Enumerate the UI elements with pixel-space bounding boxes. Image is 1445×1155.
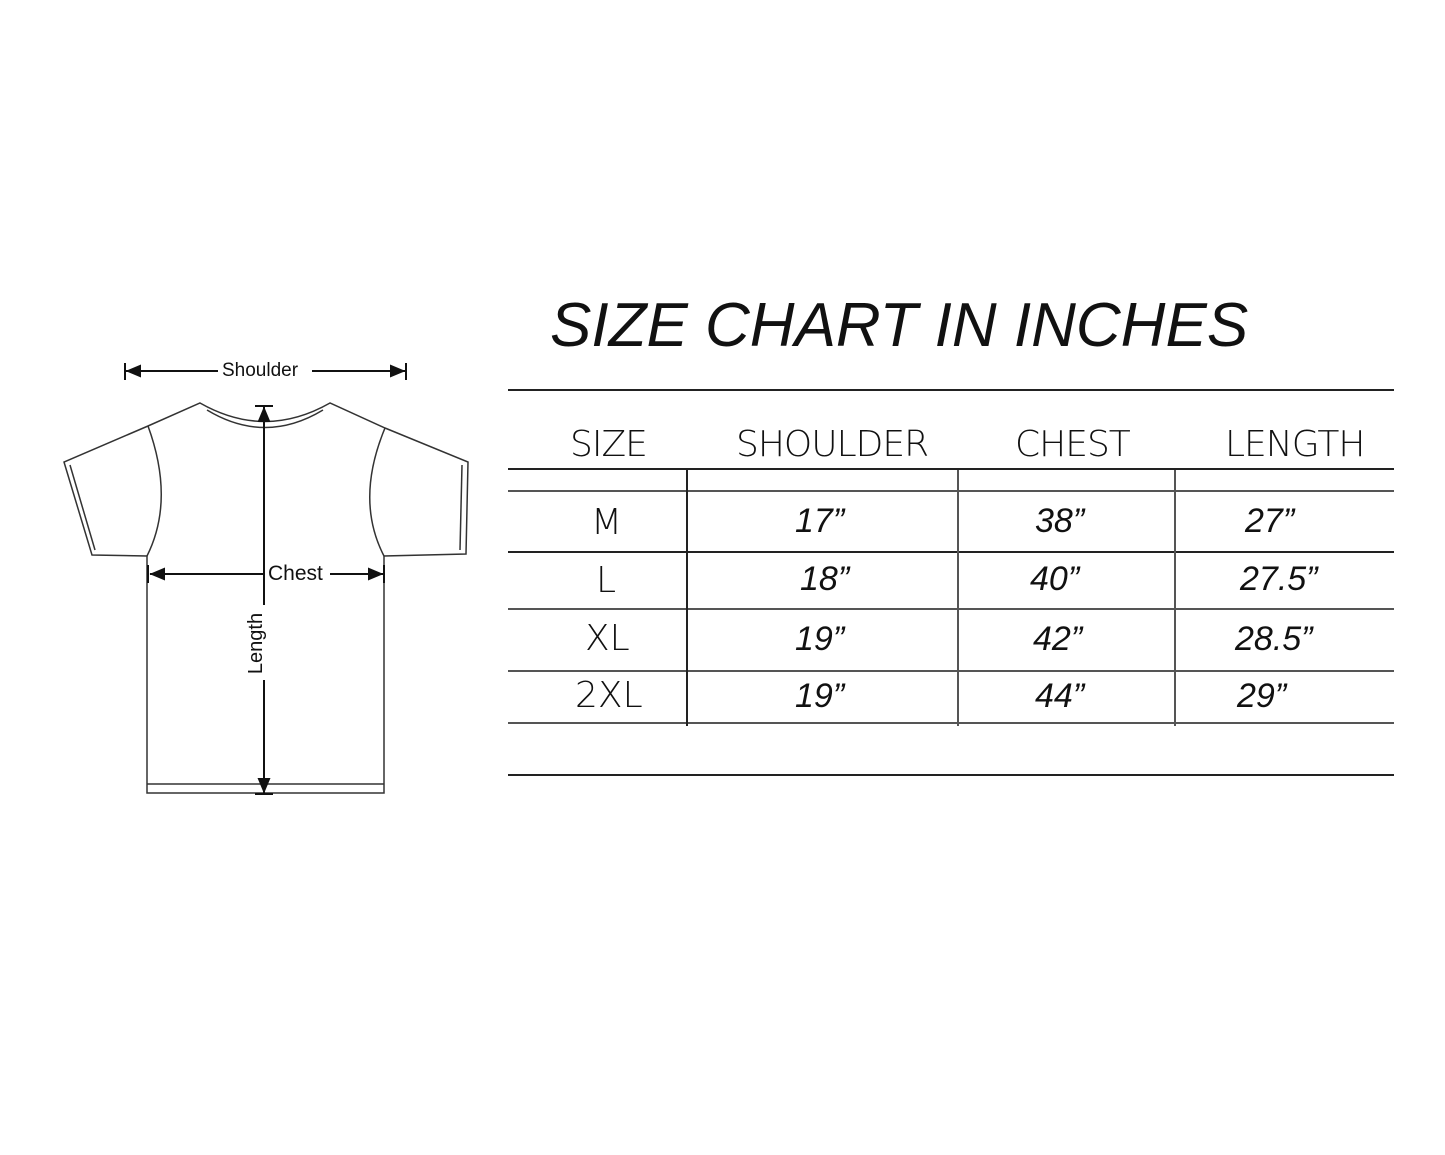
chest-cell: 40”	[1030, 560, 1080, 598]
chest-cell: 38”	[1035, 502, 1085, 540]
length-cell: 27.5”	[1240, 560, 1318, 598]
size-cell: 2XL	[575, 675, 643, 716]
shoulder-label: Shoulder	[222, 360, 299, 381]
shoulder-cell: 19”	[795, 677, 845, 715]
header-size: SIZE	[570, 424, 648, 465]
size-cell: XL	[585, 618, 630, 659]
shoulder-cell: 19”	[795, 620, 845, 658]
length-cell: 27”	[1245, 502, 1295, 540]
length-label: Length	[245, 612, 268, 675]
chest-cell: 42”	[1033, 620, 1083, 658]
page-title: SIZE CHART IN INCHES	[550, 291, 1249, 360]
header-chest: CHEST	[1015, 424, 1131, 465]
shoulder-cell: 17”	[795, 502, 845, 540]
header-length: LENGTH	[1225, 424, 1365, 465]
size-cell: L	[596, 560, 617, 601]
chest-cell: 44”	[1035, 677, 1085, 715]
header-shoulder: SHOULDER	[736, 424, 929, 465]
length-cell: 29”	[1237, 677, 1287, 715]
length-cell: 28.5”	[1235, 620, 1313, 658]
chest-label: Chest	[268, 562, 323, 585]
size-cell: M	[591, 502, 623, 543]
shoulder-cell: 18”	[800, 560, 850, 598]
